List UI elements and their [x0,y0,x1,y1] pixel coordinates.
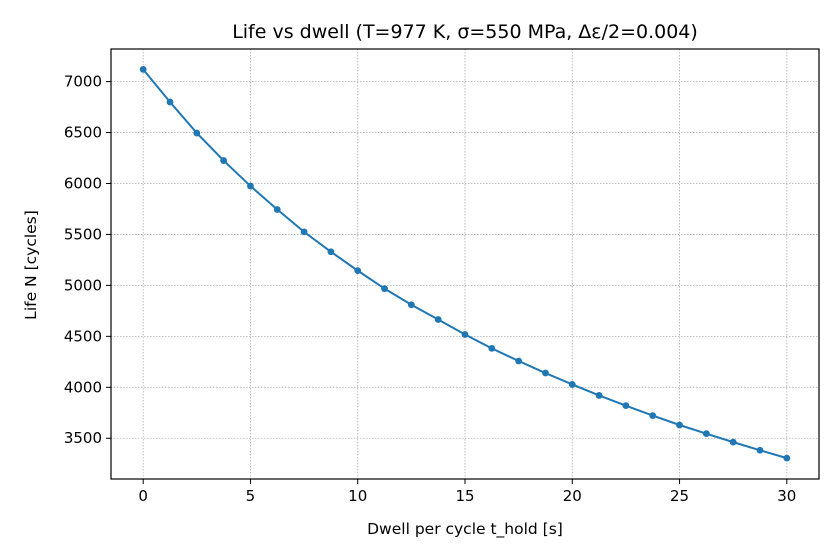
data-point [568,381,576,388]
data-point [783,454,791,462]
data-point [273,206,281,213]
data-point [407,301,415,309]
data-point [300,228,308,236]
data-point [488,344,496,352]
x-tick-label: 0 [138,487,148,505]
x-tick-label: 5 [246,487,256,505]
data-point [193,129,201,137]
y-tick-label: 5000 [64,276,102,294]
data-point [139,65,147,73]
data-point [756,446,764,454]
x-tick-label: 30 [777,487,796,505]
data-point [327,248,335,256]
y-tick-label: 6500 [64,124,102,142]
y-tick-label: 4000 [64,378,102,396]
y-tick-label: 4500 [64,327,102,345]
data-point [515,357,523,365]
data-point [542,369,549,377]
chart-title: Life vs dwell (T=977 K, σ=550 MPa, Δε/2=… [232,21,698,43]
data-point [247,182,254,190]
data-point [595,392,603,399]
data-point [354,267,362,275]
x-tick-label: 10 [348,487,367,505]
y-tick-label: 5500 [64,225,102,243]
data-point [381,285,388,293]
data-point [166,98,174,106]
data-point [729,438,737,446]
data-point [434,316,442,323]
y-tick-label: 3500 [64,429,102,447]
y-axis-label: Life N [cycles] [22,210,40,320]
data-point [622,402,630,410]
y-tick-label: 7000 [64,73,102,91]
data-point [649,412,657,420]
y-axis-ticks: 3500 4000 4500 5000 5500 6000 6500 7000 [64,73,111,447]
grid-lines [111,49,819,479]
y-tick-label: 6000 [64,175,102,193]
x-axis-ticks: 0 5 10 15 20 25 30 [138,479,796,505]
data-point [220,157,228,164]
series-layer [139,65,791,462]
data-point [676,421,683,429]
x-tick-label: 25 [670,487,689,505]
data-point [461,331,469,338]
x-tick-label: 20 [563,487,582,505]
x-tick-label: 15 [455,487,474,505]
x-axis-label: Dwell per cycle t_hold [s] [367,520,563,539]
data-point [702,430,710,438]
